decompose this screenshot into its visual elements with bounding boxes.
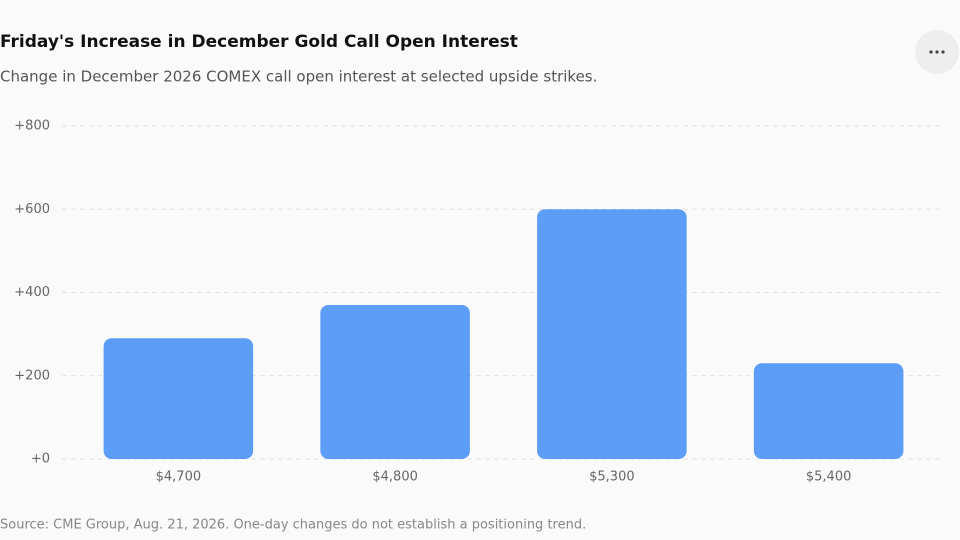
x-tick-label: $4,800 [372,470,418,485]
bar [103,338,254,459]
x-tick-label: $5,300 [589,470,635,485]
menu-button[interactable] [915,30,959,74]
bar [753,363,904,459]
x-tick-label: $4,700 [156,470,202,485]
y-tick-label: +600 [14,202,50,217]
chart-subtitle: Change in December 2026 COMEX call open … [0,68,597,86]
bar [537,209,687,459]
y-tick-label: +400 [14,285,50,300]
y-tick-label: +200 [14,368,50,383]
bar [320,304,470,459]
x-tick-label: $5,400 [806,470,852,485]
y-tick-label: +800 [14,119,50,134]
chart-title: Friday's Increase in December Gold Call … [0,32,518,52]
y-tick-label: +0 [31,452,50,467]
source-note: Source: CME Group, Aug. 21, 2026. One-da… [0,518,586,533]
